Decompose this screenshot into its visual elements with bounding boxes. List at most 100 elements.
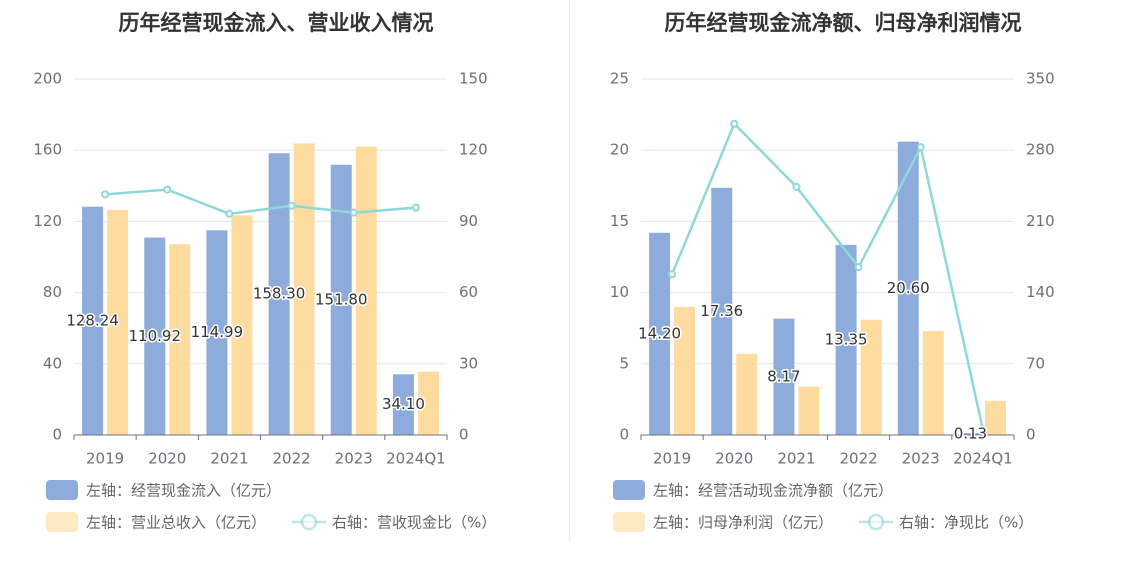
data-label: 34.10	[382, 395, 425, 413]
data-label: 20.60	[887, 279, 930, 297]
bar-series2-2019	[107, 209, 129, 435]
legend-marker-swatch	[300, 513, 318, 531]
legend-swatch	[613, 512, 645, 532]
bar-series1-2019	[82, 206, 104, 435]
x-category-label: 2021	[777, 450, 815, 468]
bar-series1-2019	[649, 232, 671, 435]
x-category-label: 2024Q1	[386, 450, 446, 468]
line-point	[854, 263, 863, 272]
y-left-tick-label: 160	[33, 141, 62, 159]
x-category-label: 2024Q1	[953, 450, 1013, 468]
bar-series2-2024q1	[984, 400, 1006, 435]
bar-series2-2023	[355, 146, 377, 435]
y-right-tick-label: 0	[1026, 426, 1036, 444]
legend-label: 左轴：经营活动现金流净额（亿元）	[653, 482, 893, 500]
line-point	[978, 425, 987, 434]
line-point	[792, 182, 801, 191]
data-label: 151.80	[315, 290, 368, 308]
legend-swatch	[46, 512, 78, 532]
y-right-tick-label: 120	[459, 141, 488, 159]
legend-label: 左轴：营业总收入（亿元）	[86, 514, 266, 532]
y-left-tick-label: 0	[52, 426, 62, 444]
bar-series2-2021	[798, 386, 820, 435]
bar-series1-2020	[144, 237, 166, 435]
chart-title: 历年经营现金流净额、归母净利润情况	[665, 11, 1022, 35]
panel-divider	[569, 0, 570, 542]
x-category-label: 2023	[902, 450, 940, 468]
y-left-tick-label: 15	[610, 212, 629, 230]
y-left-tick-label: 25	[610, 70, 629, 88]
y-right-tick-label: 90	[459, 212, 478, 230]
bar-series1-2021	[773, 318, 795, 435]
legend-label: 左轴：经营现金流入（亿元）	[86, 482, 281, 500]
x-category-label: 2020	[148, 450, 186, 468]
line-point	[287, 201, 296, 210]
chart-netcash-profit: 历年经营现金流净额、归母净利润情况 0 0 5 70 10 140 15 210 20 280 25 3…	[610, 11, 1055, 532]
y-left-tick-label: 120	[33, 212, 62, 230]
x-category-label: 2019	[86, 450, 124, 468]
y-right-tick-label: 70	[1026, 354, 1045, 372]
chart-title: 历年经营现金流入、营业收入情况	[119, 11, 434, 35]
bar-series2-2024q1	[417, 371, 439, 435]
x-category-label: 2022	[839, 450, 877, 468]
bar-series2-2020	[169, 244, 191, 435]
bar-series1-2022	[268, 153, 290, 435]
line-point	[163, 185, 172, 194]
y-left-tick-label: 5	[619, 354, 629, 372]
bar-series2-2021	[231, 215, 253, 435]
bar-series1-2023	[897, 141, 919, 435]
line-point	[916, 143, 925, 152]
bar-series1-2023	[330, 164, 352, 435]
bar-series2-2023	[922, 331, 944, 435]
y-right-tick-label: 0	[459, 426, 469, 444]
y-right-tick-label: 30	[459, 354, 478, 372]
legend-marker-swatch	[867, 513, 885, 531]
y-right-tick-label: 140	[1026, 283, 1055, 301]
bar-series1-2021	[206, 230, 228, 435]
x-category-label: 2019	[653, 450, 691, 468]
bar-series1-2024q1	[392, 374, 414, 435]
y-left-tick-label: 20	[610, 141, 629, 159]
data-label: 14.20	[638, 324, 681, 342]
line-series	[104, 188, 417, 216]
line-point	[730, 119, 739, 128]
y-left-tick-label: 200	[33, 70, 62, 88]
y-right-tick-label: 210	[1026, 212, 1055, 230]
bar-series2-2022	[293, 143, 315, 435]
line-point	[225, 209, 234, 218]
bar-series2-2020	[736, 353, 758, 435]
bar-series2-2022	[860, 319, 882, 435]
y-left-tick-label: 40	[43, 354, 62, 372]
bar-series2-2019	[674, 306, 696, 435]
y-left-tick-label: 0	[619, 426, 629, 444]
line-point	[101, 190, 110, 199]
legend-swatch	[46, 480, 78, 500]
bar-series1-2020	[711, 187, 733, 435]
data-label: 17.36	[700, 302, 743, 320]
data-label: 8.17	[767, 367, 800, 385]
data-label: 128.24	[66, 311, 119, 329]
bar-series1-2024q1	[959, 433, 981, 435]
data-label: 0.13	[954, 425, 987, 443]
x-category-label: 2021	[210, 450, 248, 468]
line-point	[349, 208, 358, 217]
y-right-tick-label: 350	[1026, 70, 1055, 88]
legend-label: 右轴：营收现金比（%）	[332, 514, 496, 532]
x-category-label: 2020	[715, 450, 753, 468]
x-category-label: 2022	[272, 450, 310, 468]
line-point	[668, 270, 677, 279]
chart-cashflow-revenue: 历年经营现金流入、营业收入情况 0 0 40 30 80 60 120 90 160 120 200 1…	[33, 11, 496, 532]
legend-label: 左轴：归母净利润（亿元）	[653, 514, 833, 532]
y-right-tick-label: 280	[1026, 141, 1055, 159]
legend-swatch	[613, 480, 645, 500]
legend-label: 右轴：净现比（%）	[899, 514, 1033, 532]
bar-series1-2022	[835, 244, 857, 435]
x-category-label: 2023	[335, 450, 373, 468]
line-series	[670, 121, 985, 431]
data-label: 114.99	[191, 323, 244, 341]
y-right-tick-label: 60	[459, 283, 478, 301]
data-label: 158.30	[253, 285, 306, 303]
line-point	[411, 203, 420, 212]
y-left-tick-label: 80	[43, 283, 62, 301]
data-label: 110.92	[129, 327, 182, 345]
